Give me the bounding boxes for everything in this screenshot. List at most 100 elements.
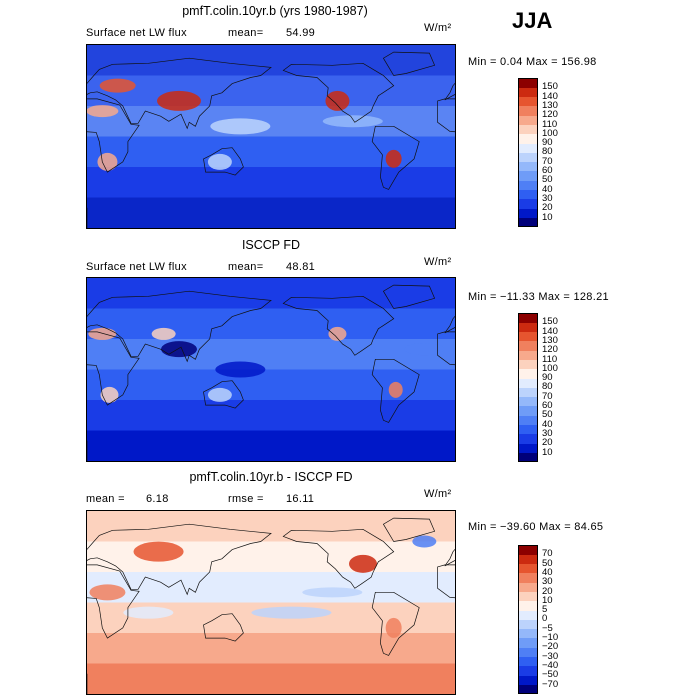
coastline-path: [282, 62, 395, 123]
colorbar-swatch: [518, 591, 538, 602]
coastline-path: [282, 528, 395, 589]
coastline-path: [203, 380, 244, 409]
coastline-path: [371, 591, 420, 656]
coastline-path-wrap: [437, 331, 455, 366]
field-anomaly: [100, 386, 119, 403]
field-band: [87, 430, 455, 461]
coastline-path: [382, 51, 436, 76]
colorbar-swatch: [518, 189, 538, 200]
colorbar-tick-label: 100: [542, 362, 558, 374]
panel-3-mean-label: mean =: [86, 493, 125, 505]
panel-1-variable-label: Surface net LW flux: [86, 27, 187, 39]
colorbar-swatch: [518, 619, 538, 630]
panel-3-map-svg: [87, 511, 455, 694]
colorbar-swatch: [518, 87, 538, 98]
panel-1-mean-value: 54.99: [286, 27, 316, 39]
colorbar-swatch: [518, 675, 538, 685]
colorbar-swatch: [518, 452, 538, 463]
field-anomaly: [207, 153, 232, 170]
colorbar-tick-label: 10: [542, 446, 553, 458]
colorbar-tick-label: −50: [542, 669, 559, 681]
field-anomaly: [123, 606, 174, 619]
colorbar-swatch: [518, 198, 538, 209]
panel-2-map: [86, 277, 456, 462]
coastline-path: [371, 358, 420, 423]
colorbar-tick-label: 130: [542, 334, 558, 346]
panel-3-title: pmfT.colin.10yr.b - ISCCP FD: [189, 470, 353, 484]
coastline-path: [203, 613, 244, 642]
field-anomaly: [325, 90, 350, 111]
panel-2-title: ISCCP FD: [241, 238, 301, 252]
coastline-path: [87, 57, 272, 130]
field-anomaly: [349, 554, 377, 573]
field-band: [87, 45, 455, 76]
colorbar-tick-label: −40: [542, 659, 559, 671]
panel-3-map: [86, 510, 456, 695]
coastline-eurasia: [87, 57, 455, 130]
colorbar-tick-label: 90: [542, 137, 553, 149]
colorbar-tick-label: 110: [542, 118, 558, 130]
field-anomaly: [385, 617, 402, 638]
coastline-southAmerica: [371, 591, 420, 656]
colorbar-tick-label: 50: [542, 409, 553, 421]
colorbar-tick-label: 20: [542, 437, 553, 449]
colorbar-swatch: [518, 433, 538, 444]
colorbar-swatch: [518, 415, 538, 426]
colorbar-swatch: [518, 406, 538, 416]
panel-2-mean-value: 48.81: [286, 261, 316, 273]
field-anomaly: [388, 381, 403, 398]
field-anomaly: [161, 341, 197, 358]
colorbar-swatch: [518, 443, 538, 453]
field-anomaly: [207, 387, 232, 402]
colorbar-tick-label: 80: [542, 381, 553, 393]
coastline-path: [87, 523, 272, 596]
colorbar-tick-label: 70: [542, 548, 553, 560]
colorbar-tick-label: 30: [542, 576, 553, 588]
coastline-path-wrap: [437, 98, 455, 133]
colorbar-tick-label: 90: [542, 372, 553, 384]
colorbar-tick-label: −30: [542, 650, 559, 662]
colorbar-tick-label: 40: [542, 183, 553, 195]
field-band: [87, 197, 455, 228]
field-band: [87, 400, 455, 431]
colorbar-tick-label: 40: [542, 566, 553, 578]
colorbar-swatch: [518, 545, 538, 555]
colorbar-swatch: [518, 610, 538, 620]
colorbar-tick-label: 30: [542, 427, 553, 439]
colorbar-tick-label: 60: [542, 165, 553, 176]
coastline-eurasia: [87, 523, 455, 596]
colorbar-tick-label: 50: [542, 174, 553, 186]
coastline-australia: [203, 380, 244, 409]
colorbar-swatch: [518, 647, 538, 658]
colorbar-swatch: [518, 684, 538, 695]
colorbar-swatch: [518, 656, 538, 667]
field-anomaly: [404, 343, 445, 356]
coastline-southAmerica: [371, 125, 420, 190]
panel-1-mean-label: mean=: [228, 27, 264, 39]
colorbar-swatch: [518, 96, 538, 107]
colorbar-tick-label: 110: [542, 353, 558, 365]
field-anomaly: [328, 326, 347, 341]
colorbar-swatch: [518, 171, 538, 181]
colorbar-swatch: [518, 152, 538, 163]
field-anomaly: [151, 327, 176, 340]
colorbar-tick-label: 120: [542, 344, 558, 356]
field-band: [87, 278, 455, 309]
panel-1-range: Min = 0.04 Max = 156.98: [468, 56, 597, 68]
colorbar-tick-label: 30: [542, 192, 553, 204]
field-band: [87, 308, 455, 339]
coastline-greenland: [382, 284, 436, 309]
colorbar-swatch: [518, 217, 538, 228]
colorbar-swatch: [518, 161, 538, 172]
colorbar-swatch: [518, 368, 538, 379]
field-anomaly: [88, 327, 117, 340]
season-label: JJA: [512, 8, 553, 33]
colorbar-tick-label: 140: [542, 325, 558, 337]
coastline-greenland: [382, 517, 436, 542]
colorbar-swatch: [518, 665, 538, 676]
coastline-australia: [203, 613, 244, 642]
colorbar-swatch: [518, 600, 538, 611]
field-anomaly: [385, 149, 402, 168]
coastline-path: [382, 284, 436, 309]
colorbar-swatch: [518, 331, 538, 342]
